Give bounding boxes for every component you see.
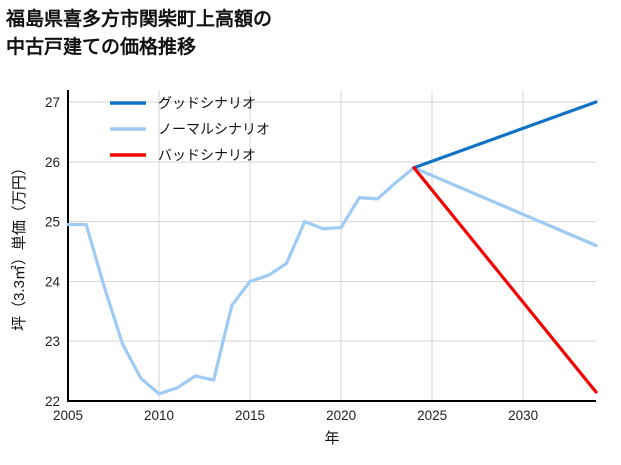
y-tick-label: 27: [45, 95, 60, 110]
series-line-normal: [66, 166, 598, 396]
y-tick-label: 24: [45, 274, 61, 289]
y-tick-label: 25: [45, 215, 60, 230]
x-tick-label: 2020: [326, 408, 356, 423]
x-tick-label: 2015: [235, 408, 265, 423]
legend-label: バッドシナリオ: [158, 147, 256, 163]
data-series: [66, 100, 598, 396]
series-line-good: [412, 100, 598, 170]
x-axis-title: 年: [324, 430, 339, 447]
x-tick-label: 2005: [53, 408, 83, 423]
y-axis-tick-labels: 22 23 24 25 26 27: [45, 95, 61, 409]
x-tick-label: 2030: [508, 408, 538, 423]
legend-label: ノーマルシナリオ: [158, 121, 270, 137]
gridlines-horizontal: [68, 101, 596, 402]
y-tick-label: 23: [45, 334, 60, 349]
axis-spines: [66, 90, 596, 403]
y-axis-title: 坪（3.3㎡）単価（万円）: [11, 160, 28, 331]
y-tick-label: 26: [45, 155, 60, 170]
x-axis-tick-labels: 2005 2010 2015 2020 2025 2030: [53, 408, 538, 423]
axis-titles: 年 坪（3.3㎡）単価（万円）: [11, 160, 340, 447]
y-tick-label: 22: [45, 394, 60, 409]
x-tick-label: 2010: [144, 408, 174, 423]
x-tick-label: 2025: [417, 408, 447, 423]
page-title: 福島県喜多方市関柴町上高額の 中古戸建ての価格推移: [6, 9, 273, 58]
series-line-bad: [412, 166, 598, 394]
legend-label: グッドシナリオ: [158, 95, 256, 111]
